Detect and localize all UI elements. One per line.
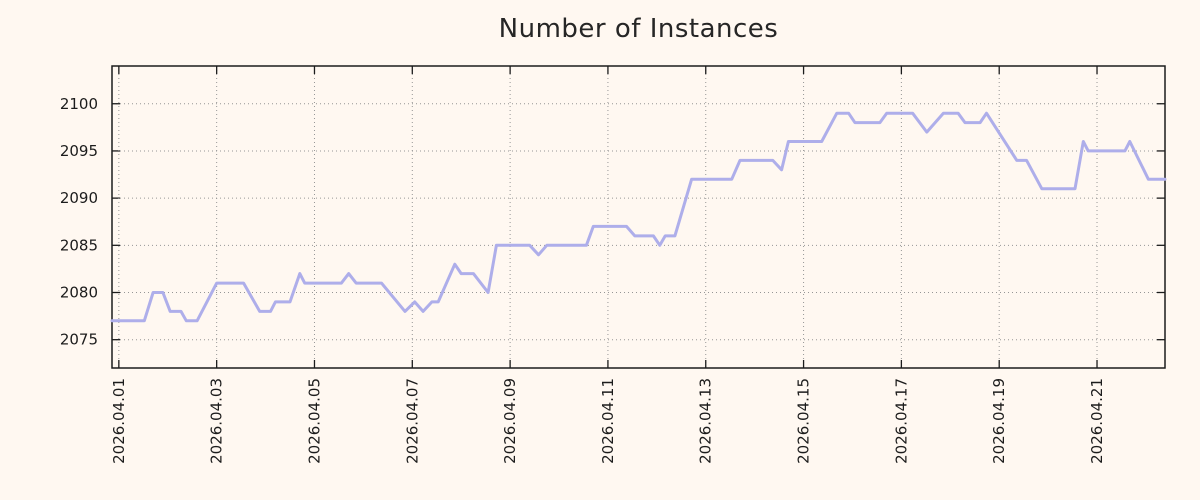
x-tick-label: 2026.04.09	[501, 378, 519, 464]
x-tick-label: 2026.04.15	[795, 378, 813, 464]
x-tick-label: 2026.04.03	[208, 378, 226, 464]
series-line-instances	[110, 111, 1167, 323]
chart-title: Number of Instances	[498, 14, 779, 44]
x-tick-label: 2026.04.11	[599, 378, 617, 464]
x-tick-label: 2026.04.17	[892, 378, 910, 464]
y-tick-label: 2085	[60, 236, 98, 254]
x-tick-label: 2026.04.05	[305, 378, 323, 464]
y-tick-label: 2080	[60, 284, 98, 302]
y-tick-label: 2075	[60, 331, 98, 349]
y-tick-label: 2100	[60, 95, 98, 113]
x-tick-label: 2026.04.07	[403, 378, 421, 464]
x-tick-label: 2026.04.21	[1088, 378, 1106, 464]
x-tick-label: 2026.04.19	[990, 378, 1008, 464]
y-tick-label: 2090	[60, 189, 98, 207]
y-tick-label: 2095	[60, 142, 98, 160]
plot-frame	[111, 65, 1166, 369]
x-tick-label: 2026.04.13	[697, 378, 715, 464]
x-tick-label: 2026.04.01	[110, 378, 128, 464]
